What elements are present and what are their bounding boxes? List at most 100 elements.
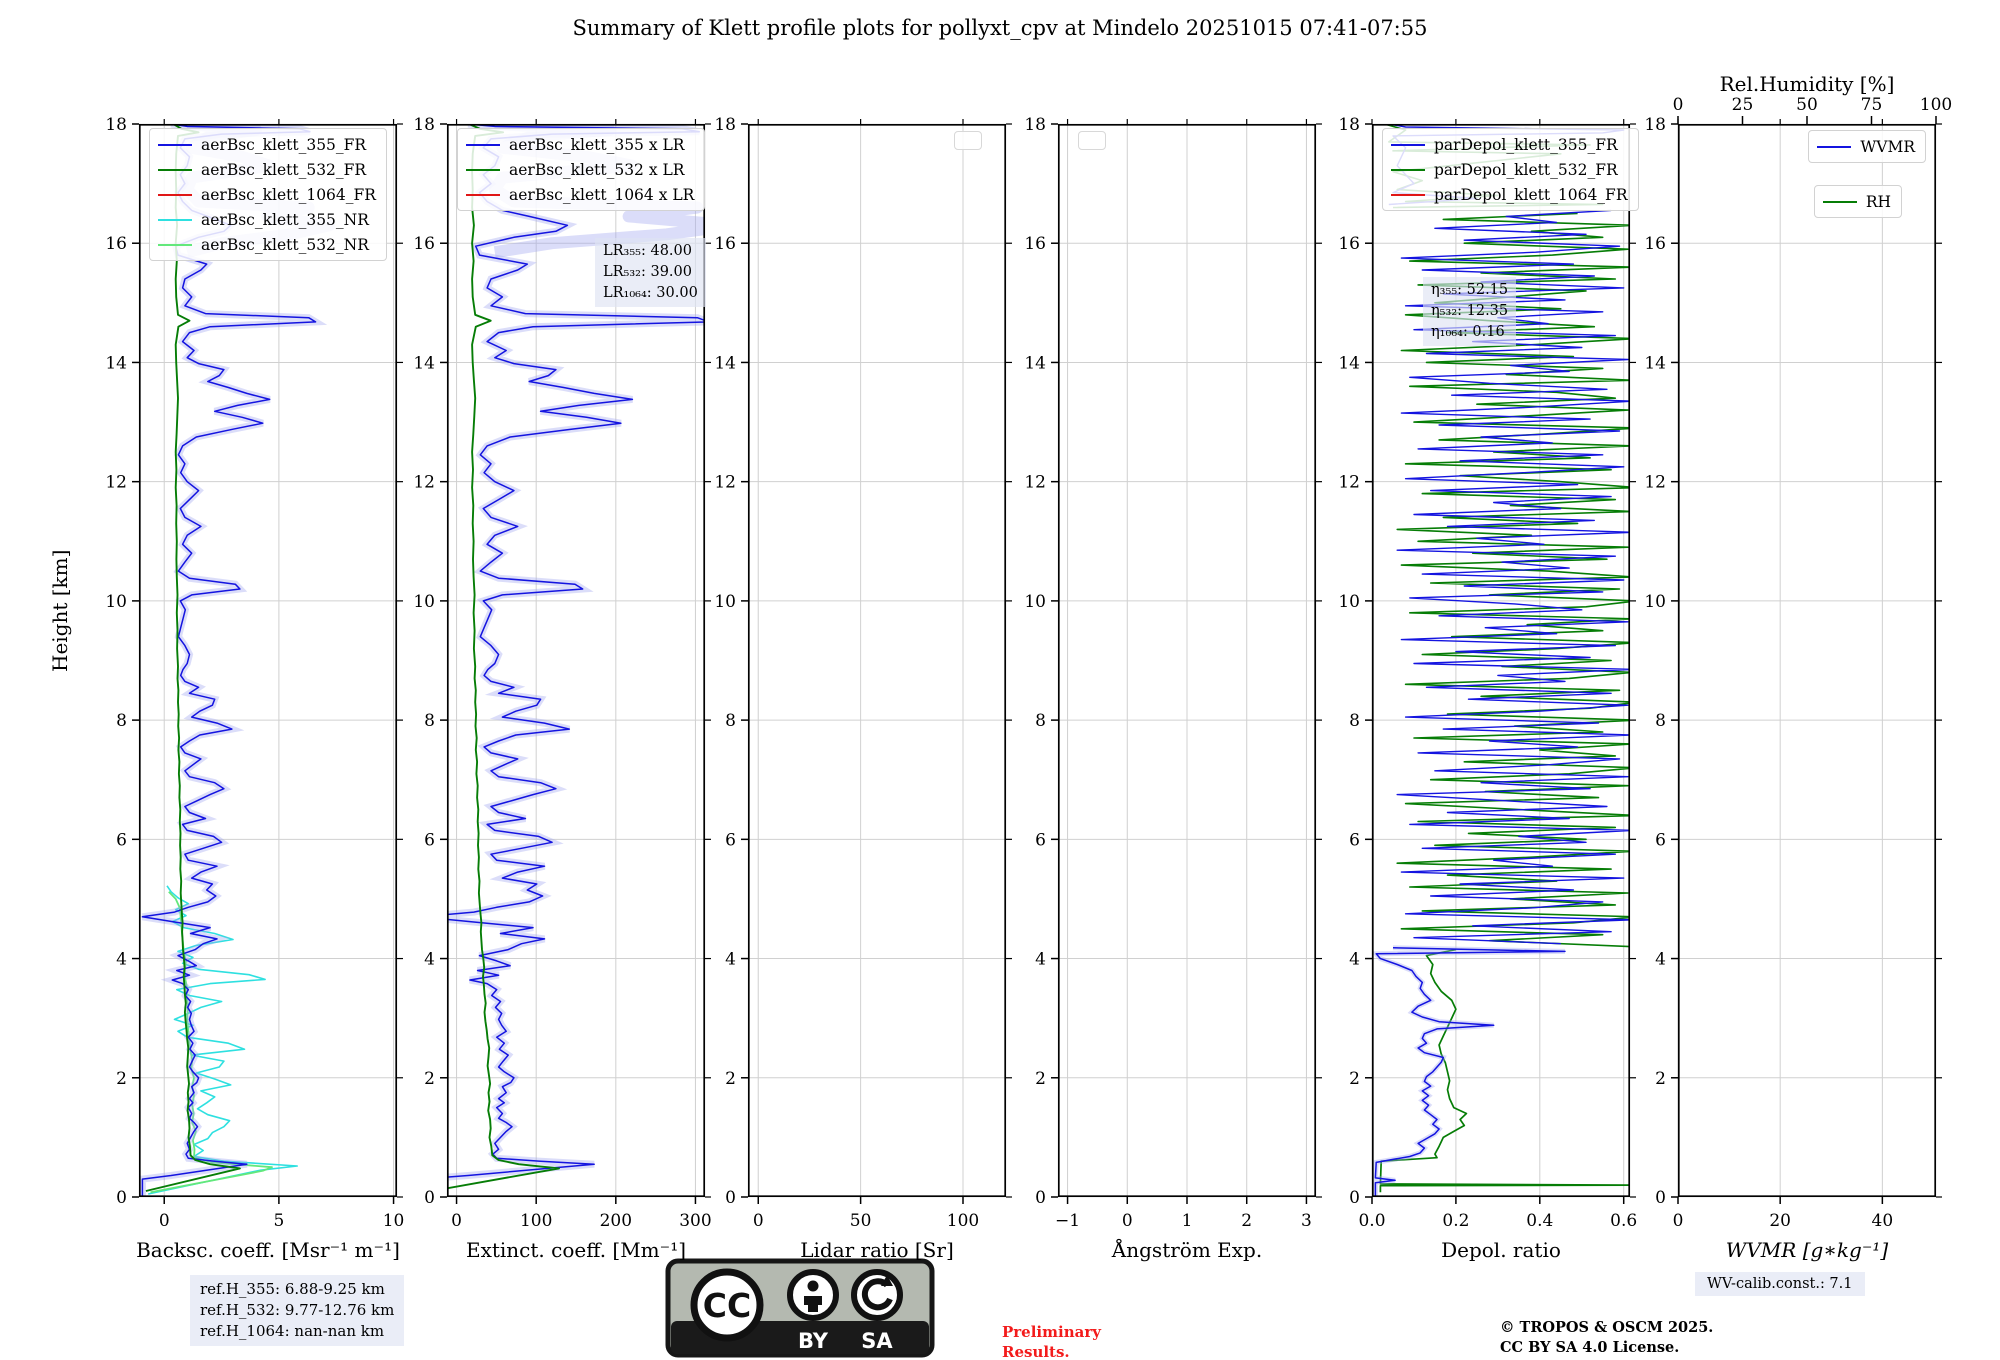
y-tick-label: 16 bbox=[105, 234, 127, 254]
person-body-icon bbox=[804, 1296, 822, 1312]
panel-border bbox=[446, 123, 706, 1198]
legend-line-swatch bbox=[466, 193, 500, 196]
y-tick-label: 8 bbox=[1035, 711, 1046, 731]
y-tick-label: 6 bbox=[1035, 830, 1046, 850]
x-tick-label: −1 bbox=[1055, 1211, 1080, 1231]
panel-depol_ratio: 0.0 0.2 0.4 0.6 0 2 4 6 8 10 12 14 16 18 parDepol_klet… bbox=[1338, 115, 1639, 1231]
y-tick-label: 14 bbox=[1644, 353, 1666, 373]
legend-label: aerBsc_klett_355 x LR bbox=[509, 135, 685, 154]
legend-line-swatch bbox=[158, 143, 192, 146]
legend-line-swatch bbox=[466, 143, 500, 146]
y-tick-label: 4 bbox=[1349, 950, 1360, 970]
y-tick-label: 12 bbox=[413, 473, 435, 493]
sa-arrowhead-icon bbox=[881, 1275, 893, 1286]
series-aerBsc_klett_355_NR bbox=[148, 885, 298, 1195]
legend-label: aerBsc_klett_532_FR bbox=[201, 160, 367, 179]
person-head-icon bbox=[807, 1280, 819, 1292]
series-aerBsc_klett_355_FR bbox=[141, 124, 317, 1197]
legend-item: parDepol_klett_1064_FR bbox=[1391, 182, 1628, 207]
x-axis-label-angstrom: Ångström Exp. bbox=[1111, 1238, 1263, 1262]
y-tick-label: 6 bbox=[424, 830, 435, 850]
y-tick-label: 16 bbox=[1644, 234, 1666, 254]
y-tick-label: 4 bbox=[1035, 950, 1046, 970]
legend-label: parDepol_klett_355_FR bbox=[1434, 135, 1618, 154]
legend-item: parDepol_klett_532_FR bbox=[1391, 157, 1628, 182]
legend-item: aerBsc_klett_532_FR bbox=[158, 157, 376, 182]
legend-item: aerBsc_klett_1064_FR bbox=[158, 182, 376, 207]
legend-label: parDepol_klett_1064_FR bbox=[1434, 185, 1628, 204]
y-tick-label: 2 bbox=[725, 1069, 736, 1089]
y-tick-label: 12 bbox=[714, 473, 736, 493]
wv-calibration-annotation: WV-calib.const.: 7.1 bbox=[1695, 1272, 1865, 1296]
preliminary-line-1: Preliminary bbox=[1002, 1323, 1101, 1341]
figure-title: Summary of Klett profile plots for polly… bbox=[572, 16, 1428, 40]
y-tick-label: 8 bbox=[1349, 711, 1360, 731]
y-tick-label: 6 bbox=[1655, 830, 1666, 850]
annotation-line: LR₅₃₂: 39.00 bbox=[603, 264, 692, 280]
cc-sa-label: SA bbox=[861, 1329, 893, 1353]
y-tick-label: 0 bbox=[424, 1188, 435, 1208]
x-axis-label-extinction: Extinct. coeff. [Mm⁻¹] bbox=[465, 1238, 687, 1262]
y-tick-label: 4 bbox=[1655, 950, 1666, 970]
y-tick-label: 2 bbox=[1655, 1069, 1666, 1089]
y-tick-label: 6 bbox=[1349, 830, 1360, 850]
legend-label: aerBsc_klett_1064_FR bbox=[201, 185, 376, 204]
cc-circle-icon bbox=[690, 1268, 764, 1342]
panel-wvmr: 0 20 40 0 2 4 6 8 10 12 14 16 18 0 25 50 75 100 WVMR RH bbox=[1644, 95, 1952, 1231]
x-tick-label: 0.6 bbox=[1610, 1211, 1637, 1231]
legend-line-swatch bbox=[1822, 200, 1857, 203]
x-tick-label: 1 bbox=[1182, 1211, 1193, 1231]
y-tick-label: 18 bbox=[1024, 115, 1046, 135]
x-tick-label: 300 bbox=[679, 1211, 711, 1231]
y-tick-label: 14 bbox=[413, 353, 435, 373]
x-tick-label: 3 bbox=[1301, 1211, 1312, 1231]
x-tick-label: 100 bbox=[947, 1211, 979, 1231]
y-tick-label: 4 bbox=[116, 950, 127, 970]
x-tick-label: 0 bbox=[753, 1211, 764, 1231]
legend-item: aerBsc_klett_355_FR bbox=[158, 132, 376, 157]
person-circle-icon bbox=[787, 1269, 839, 1321]
height-axis-label: Height [km] bbox=[48, 549, 72, 672]
y-tick-label: 14 bbox=[105, 353, 127, 373]
annotation-line: LR₁₀₆₄: 30.00 bbox=[603, 285, 698, 301]
panel-border bbox=[1677, 123, 1937, 1198]
y-tick-label: 0 bbox=[1035, 1188, 1046, 1208]
y-tick-label: 8 bbox=[116, 711, 127, 731]
y-tick-label: 18 bbox=[714, 115, 736, 135]
legend-label: aerBsc_klett_1064 x LR bbox=[509, 185, 695, 204]
legend-extinction: aerBsc_klett_355 x LR aerBsc_klett_532 x … bbox=[457, 128, 706, 211]
ref-height-annotation: ref.H_355: 6.88-9.25 km ref.H_532: 9.77-1… bbox=[190, 1275, 405, 1346]
x-tick-label: 200 bbox=[600, 1211, 632, 1231]
legend-item: aerBsc_klett_532 x LR bbox=[466, 157, 694, 182]
x-axis-label-lidar_ratio: Lidar ratio [Sr] bbox=[800, 1238, 954, 1262]
x-axis-label-backscatter: Backsc. coeff. [Msr⁻¹ m⁻¹] bbox=[136, 1238, 400, 1262]
annotation-line: η₃₅₅: 52.15 bbox=[1431, 282, 1509, 298]
legend-line-swatch bbox=[158, 218, 192, 221]
panel-extinction: 0 100 200 300 0 2 4 6 8 10 12 14 16 18 aerBsc_klett_35… bbox=[413, 115, 711, 1231]
legend-label: aerBsc_klett_532 x LR bbox=[509, 160, 685, 179]
series-aerBsc_klett_532 x LR bbox=[447, 124, 560, 1190]
legend-label: WVMR bbox=[1860, 137, 1915, 156]
top-tick-label: 0 bbox=[1673, 95, 1684, 115]
y-tick-label: 2 bbox=[1349, 1069, 1360, 1089]
legend-label: aerBsc_klett_532_NR bbox=[201, 235, 369, 254]
legend-wvmr-WVMR: WVMR bbox=[1808, 130, 1926, 163]
x-tick-label: 50 bbox=[850, 1211, 872, 1231]
y-tick-label: 18 bbox=[105, 115, 127, 135]
annotation-line: η₅₃₂: 12.35 bbox=[1431, 303, 1509, 319]
y-tick-label: 14 bbox=[1338, 353, 1360, 373]
x-axis-label-depol_ratio: Depol. ratio bbox=[1441, 1238, 1561, 1262]
y-tick-label: 2 bbox=[1035, 1069, 1046, 1089]
y-tick-label: 16 bbox=[1024, 234, 1046, 254]
y-tick-label: 10 bbox=[413, 592, 435, 612]
x-tick-label: 20 bbox=[1769, 1211, 1791, 1231]
legend-depol_ratio: parDepol_klett_355_FR parDepol_klett_532_… bbox=[1382, 128, 1639, 211]
x-tick-label: 0 bbox=[451, 1211, 462, 1231]
legend-item: aerBsc_klett_532_NR bbox=[158, 232, 376, 257]
legend-item: parDepol_klett_355_FR bbox=[1391, 132, 1628, 157]
copyright-line-2: CC BY SA 4.0 License. bbox=[1500, 1339, 1680, 1356]
legend-label: parDepol_klett_532_FR bbox=[1434, 160, 1618, 179]
series-halo bbox=[1372, 945, 1566, 1197]
panel-plot-backscatter: 0 5 10 0 2 4 6 8 10 12 14 16 18 bbox=[105, 115, 404, 1231]
